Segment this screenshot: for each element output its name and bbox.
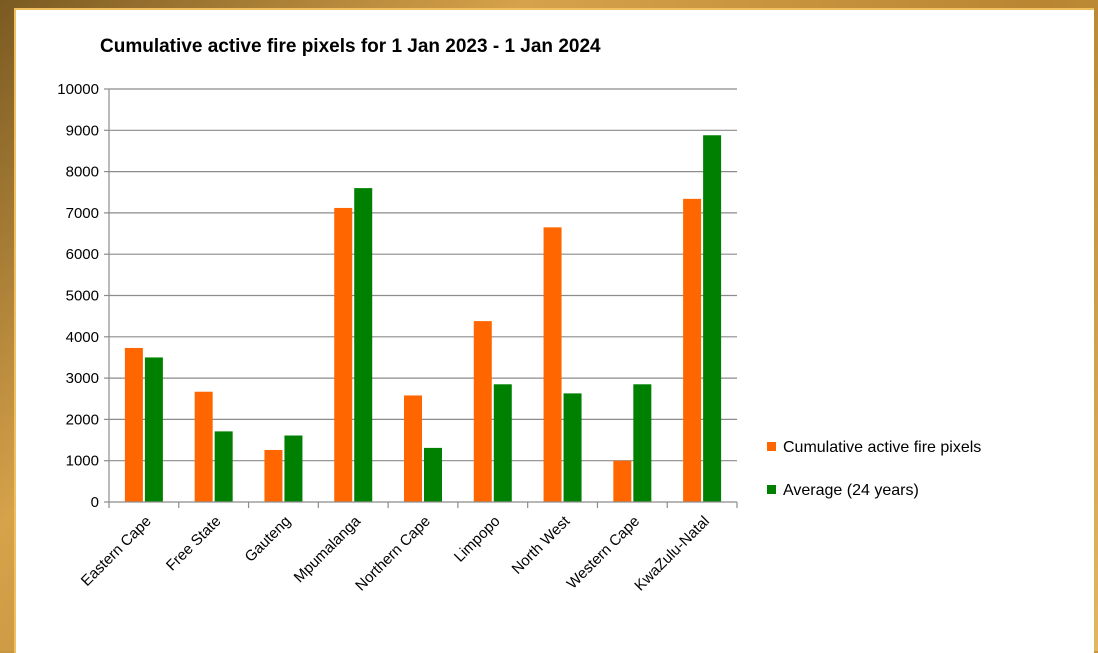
bar-average-free-state	[214, 431, 233, 502]
y-tick-label: 5000	[66, 288, 99, 305]
bar-average-mpumalanga	[354, 188, 373, 502]
x-category-label: North West	[509, 512, 574, 577]
bar-cumulative-free-state	[194, 391, 213, 502]
y-axis-ticks: 0 1000 2000 3000 4000 5000 6000 7000 8000 9000 100…	[57, 81, 110, 511]
bar-cumulative-kwazulu-natal	[683, 198, 702, 502]
bar-cumulative-western-cape	[613, 460, 632, 502]
y-tick-label: 3000	[66, 370, 99, 387]
legend-swatch	[767, 442, 776, 451]
legend-label: Cumulative active fire pixels	[783, 439, 981, 456]
bar-average-north-west	[563, 393, 582, 502]
y-tick-label: 8000	[66, 164, 99, 181]
legend-label: Average (24 years)	[783, 482, 919, 499]
bar-cumulative-north-west	[543, 227, 562, 503]
x-category-label: KwaZulu-Natal	[631, 513, 713, 595]
bar-cumulative-northern-cape	[404, 395, 422, 502]
x-category-label: Gauteng	[242, 513, 295, 566]
chart-title: Cumulative active fire pixels for 1 Jan …	[100, 36, 601, 57]
x-category-label: Limpopo	[451, 513, 504, 566]
gridlines	[109, 88, 737, 462]
bar-average-western-cape	[633, 384, 652, 502]
x-axis: Eastern Cape Free State GautengMpumalangaN…	[78, 501, 738, 595]
bar-chart: Cumulative active fire pixels for 1 Jan …	[57, 36, 981, 595]
y-tick-label: 9000	[66, 122, 99, 139]
y-tick-label: 2000	[66, 411, 99, 428]
chart-panel: Cumulative active fire pixels for 1 Jan …	[14, 8, 1094, 653]
bar-average-eastern-cape	[144, 357, 163, 502]
y-tick-label: 4000	[66, 329, 99, 346]
bar-average-kwazulu-natal	[703, 135, 722, 503]
y-tick-label: 7000	[66, 205, 99, 222]
bar-cumulative-limpopo	[473, 321, 492, 502]
bars	[124, 135, 722, 503]
legend-swatch	[767, 485, 776, 494]
y-tick-label: 10000	[57, 81, 99, 98]
x-category-label: Western Cape	[564, 513, 644, 593]
bar-cumulative-mpumalanga	[334, 207, 353, 502]
x-category-label: Northern Cape	[352, 513, 434, 595]
x-category-label: Free State	[163, 513, 225, 575]
legend: Cumulative active fire pixels Average (24…	[767, 439, 981, 499]
x-category-label: Eastern Cape	[78, 513, 155, 590]
bar-average-northern-cape	[424, 447, 442, 502]
bar-cumulative-eastern-cape	[124, 347, 143, 502]
bar-cumulative-gauteng	[264, 449, 283, 502]
x-category-label: Mpumalanga	[291, 512, 365, 586]
bar-average-gauteng	[284, 435, 303, 502]
bar-average-limpopo	[493, 384, 512, 502]
y-tick-label: 0	[91, 494, 99, 511]
y-tick-label: 1000	[66, 453, 99, 470]
y-tick-label: 6000	[66, 246, 99, 263]
